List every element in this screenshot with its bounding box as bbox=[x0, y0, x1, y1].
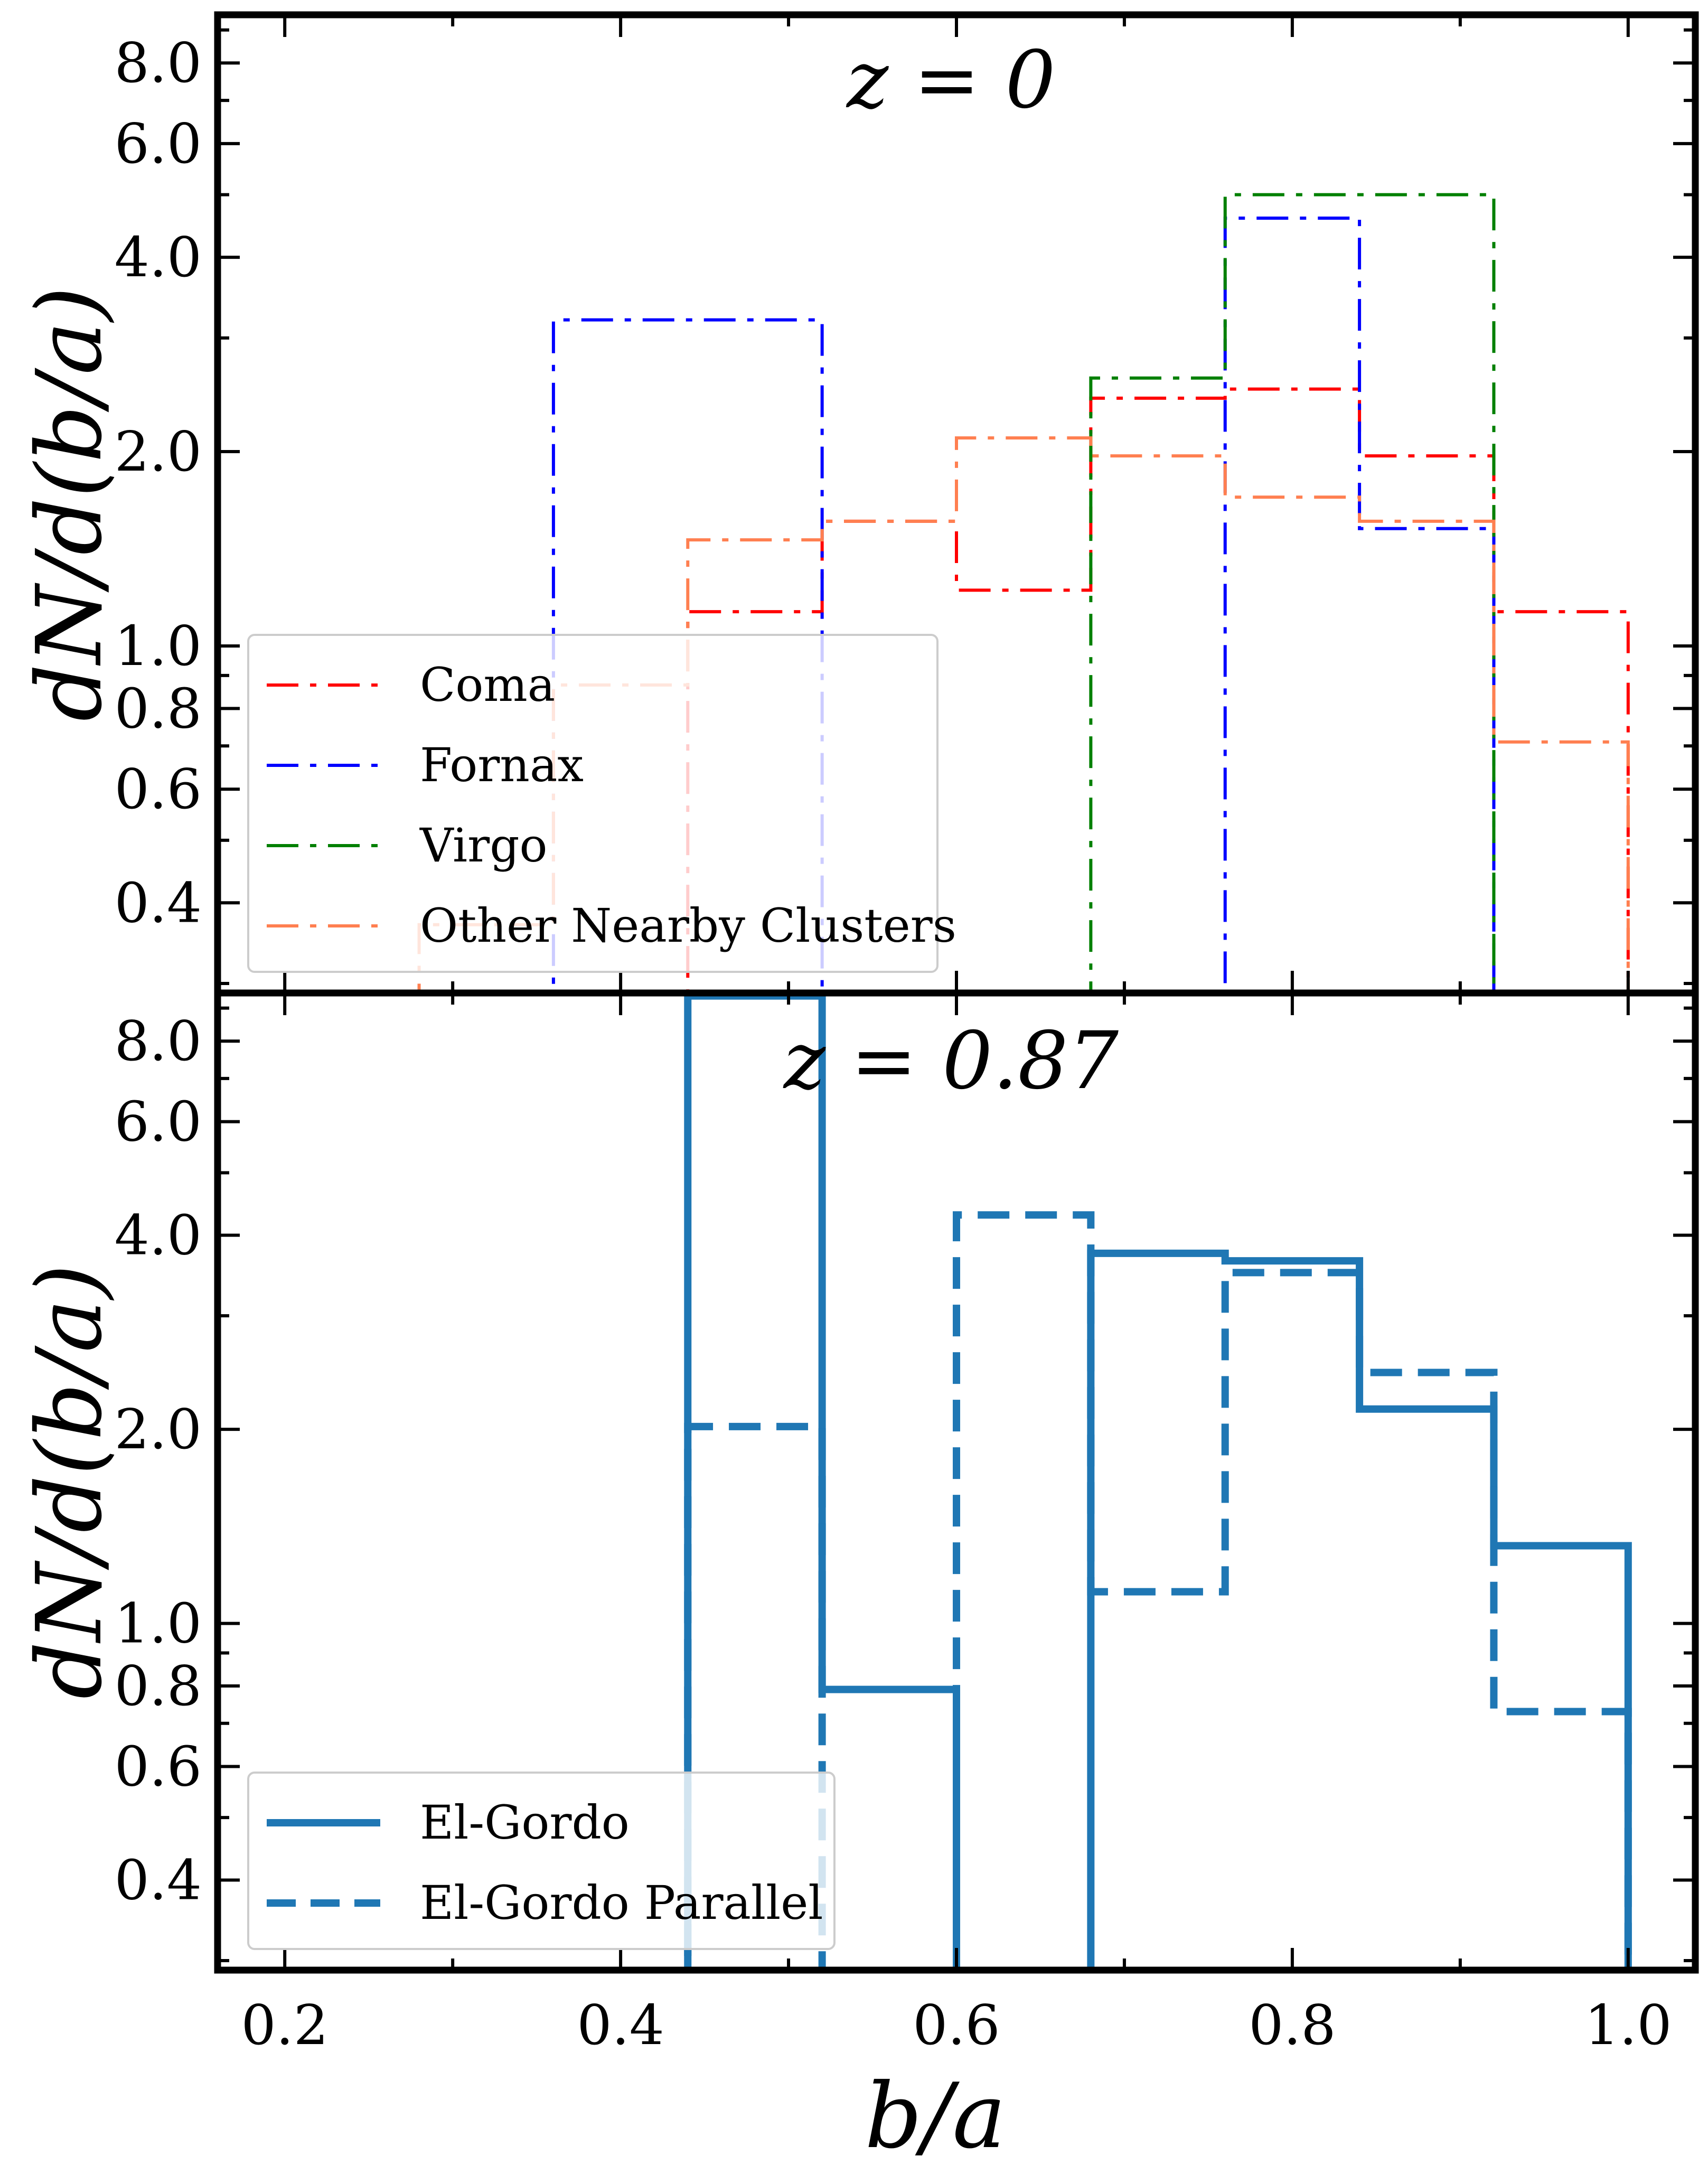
panel-z0-legend-label: Coma bbox=[420, 658, 555, 712]
panel-z087-y-tick-label: 1.0 bbox=[115, 1591, 202, 1656]
x-tick-label: 0.8 bbox=[1249, 1993, 1336, 2057]
panel-z0: 0.4 0.6 0.81.0 2.0 4.0 6.0 8.0 z = 0 dN/d(b/a)… bbox=[17, 11, 1699, 997]
panel-z087-y-axis-label: dN/d(b/a) bbox=[17, 1264, 122, 1699]
x-tick-label: 0.4 bbox=[577, 1993, 664, 2057]
x-tick-label: 0.6 bbox=[913, 1993, 1000, 2057]
panel-z0-ticks: 0.4 0.6 0.81.0 2.0 4.0 6.0 8.0 bbox=[115, 15, 1695, 993]
panel-z0-series-other-nearby-clusters bbox=[417, 436, 1630, 993]
panel-z0-y-tick-label: 2.0 bbox=[115, 419, 202, 484]
panel-z0-legend-box bbox=[247, 634, 939, 973]
panel-z0-y-tick-label: 0.8 bbox=[115, 676, 202, 741]
panel-z087-y-tick-label: 0.8 bbox=[115, 1654, 202, 1718]
panel-z0-title: z = 0 bbox=[846, 34, 1056, 126]
panel-z087-legend: El-Gordo El-Gordo Parallel bbox=[247, 1772, 836, 1950]
panel-z087-legend-box bbox=[247, 1772, 836, 1950]
panel-z0-legend: Coma Fornax Virgo Other Nearby Clusters bbox=[247, 634, 956, 973]
panel-z087-y-tick-label: 4.0 bbox=[115, 1203, 202, 1268]
panel-z087-legend-label: El-Gordo Parallel bbox=[420, 1876, 823, 1930]
panel-z087-ticks: 0.2 0.4 0.6 0.8 1.00.40.60.81.02.04.06.08.0 bbox=[115, 993, 1695, 2057]
panel-z087-frame bbox=[214, 989, 1699, 1974]
panel-z0-y-tick-label: 1.0 bbox=[115, 614, 202, 678]
panel-z0-series-virgo bbox=[1089, 193, 1496, 993]
panel-z087-y-tick-label: 2.0 bbox=[115, 1397, 202, 1461]
panel-z087-y-tick-label: 0.4 bbox=[115, 1848, 202, 1912]
panel-z087-y-tick-label: 8.0 bbox=[115, 1009, 202, 1073]
panel-z087-steps bbox=[684, 993, 1632, 1970]
panel-z0-y-tick-label: 4.0 bbox=[115, 225, 202, 289]
panel-z0-legend-label: Virgo bbox=[419, 818, 548, 873]
panel-z087-series-el-gordo-parallel bbox=[684, 1211, 1632, 1970]
x-axis-label: b/a bbox=[865, 2064, 1006, 2169]
panel-z0-legend-label: Other Nearby Clusters bbox=[420, 898, 956, 953]
panel-z0-steps bbox=[417, 193, 1630, 993]
panel-z087-y-tick-label: 6.0 bbox=[115, 1090, 202, 1154]
panel-z087-y-tick-label: 0.6 bbox=[115, 1735, 202, 1799]
panel-z0-y-tick-label: 0.6 bbox=[115, 757, 202, 821]
panel-z0-legend-label: Fornax bbox=[420, 738, 584, 792]
panel-z087: 0.2 0.4 0.6 0.8 1.00.40.60.81.02.04.06.08.0 … bbox=[17, 989, 1699, 2169]
panel-z0-y-tick-label: 0.4 bbox=[115, 870, 202, 935]
panel-z087-legend-label: El-Gordo bbox=[420, 1795, 630, 1850]
x-tick-label: 1.0 bbox=[1584, 1993, 1672, 2057]
panel-z0-y-tick-label: 8.0 bbox=[115, 31, 202, 95]
x-tick-label: 0.2 bbox=[241, 1993, 328, 2057]
panel-z0-y-axis-label: dN/d(b/a) bbox=[17, 286, 122, 721]
panel-z087-title: z = 0.87 bbox=[783, 1015, 1119, 1107]
panel-z0-y-tick-label: 6.0 bbox=[115, 111, 202, 176]
